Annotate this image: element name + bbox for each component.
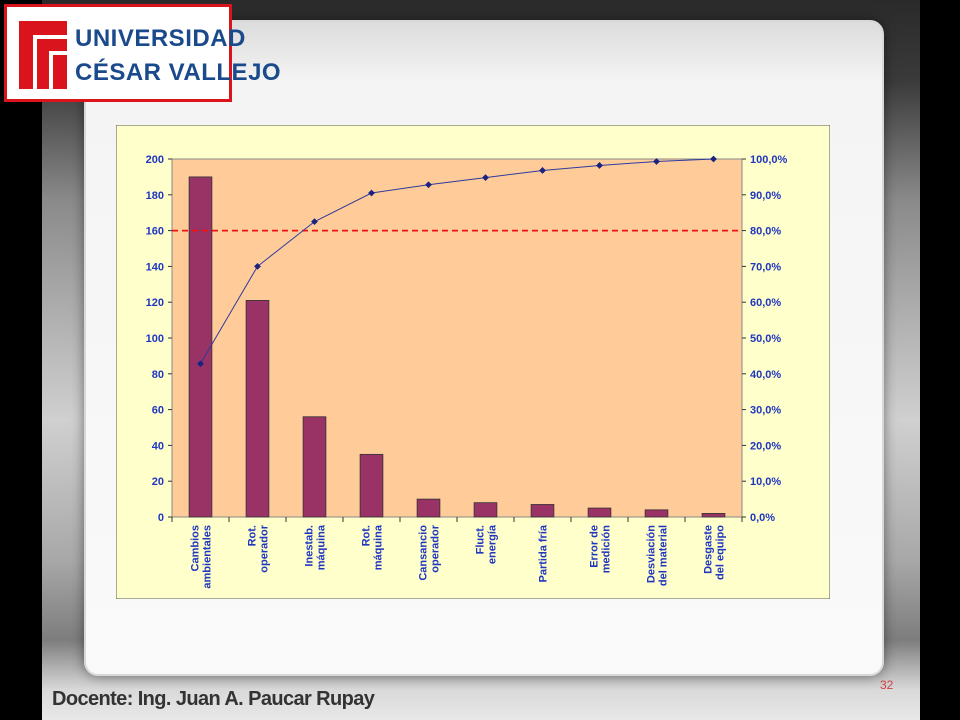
y-left-tick-label-8: 160 [146, 226, 164, 238]
cumulative-point-3 [368, 189, 375, 197]
y-left-tick-label-5: 100 [146, 333, 164, 345]
x-tick-label-7-line-0: Error de [589, 525, 601, 568]
y-right-tick-label-1: 10,0% [750, 476, 781, 488]
logo-text-line1: UNIVERSIDAD [75, 25, 246, 52]
bar-0 [188, 176, 213, 518]
bar-1 [245, 300, 270, 518]
slide-left-edge [0, 0, 42, 720]
x-tick-label-0: Cambios ambientales [190, 525, 214, 589]
bars-layer [188, 176, 726, 518]
y-left-tick-label-9: 180 [146, 190, 164, 202]
cumulative-point-4 [425, 181, 432, 189]
x-tick-label-5-line-0: Fluct. [475, 525, 487, 554]
x-tick-label-9-line-1: del equipo [715, 525, 727, 580]
x-tick-label-2-line-1: máquina [316, 524, 328, 570]
y-left-tick-label-0: 0 [158, 512, 164, 524]
cumulative-point-5 [482, 174, 489, 182]
bar-3 [359, 453, 384, 518]
y-right-tick-label-3: 30,0% [750, 405, 781, 417]
x-tick-label-5: Fluct. energía [475, 524, 499, 564]
x-tick-label-3-line-0: Rot. [361, 525, 373, 546]
y-right-tick-label-2: 20,0% [750, 440, 781, 452]
university-logo: UNIVERSIDAD CÉSAR VALLEJO [4, 4, 281, 102]
x-tick-label-2-line-0: Inestab. [304, 525, 316, 567]
cumulative-point-7 [596, 162, 603, 169]
x-tick-label-0-line-0: Cambios [190, 525, 202, 571]
x-tick-label-3-line-1: máquina [373, 524, 385, 570]
y-right-tick-label-0: 0,0% [750, 512, 775, 524]
y-left-tick-label-4: 80 [152, 369, 164, 381]
bar-4 [416, 498, 441, 518]
page-number: 32 [880, 678, 894, 692]
cumulative-point-8 [653, 158, 660, 165]
x-tick-label-9-line-0: Desgaste [703, 525, 715, 574]
y-left-tick-label-1: 20 [152, 476, 164, 488]
x-tick-label-1-line-0: Rot. [247, 525, 259, 546]
y-left-tick-label-10: 200 [146, 154, 164, 166]
axes-layer [168, 158, 746, 522]
cumulative-line [200, 158, 714, 365]
x-tick-label-1: Rot. operador [247, 524, 271, 572]
logo-text-line2: CÉSAR VALLEJO [75, 59, 282, 86]
bar-2 [302, 416, 327, 518]
tick-labels-layer: 0 20 40 60 80 100 120 140 160 180 200 0,0% 10,0% 20,0… [146, 154, 788, 589]
cumulative-point-6 [539, 167, 546, 174]
bar-7 [587, 507, 612, 518]
bar-9 [701, 513, 726, 518]
x-tick-label-4-line-1: operador [430, 524, 442, 572]
x-tick-label-8: Desviación del material [646, 525, 670, 586]
pareto-chart: 0 20 40 60 80 100 120 140 160 180 200 0,0% 10,0% 20,0… [116, 125, 830, 599]
cumulative-point-2 [311, 218, 318, 226]
y-right-tick-label-5: 50,0% [750, 333, 781, 345]
x-tick-label-9: Desgaste del equipo [703, 525, 727, 580]
x-tick-label-5-line-1: energía [487, 524, 499, 564]
y-right-tick-label-7: 70,0% [750, 261, 781, 273]
y-right-tick-label-4: 40,0% [750, 369, 781, 381]
y-right-tick-label-6: 60,0% [750, 297, 781, 309]
cumulative-point-9 [710, 155, 717, 163]
bar-6 [530, 504, 555, 518]
bar-5 [473, 502, 498, 518]
y-right-tick-label-10: 100,0% [750, 154, 788, 166]
y-left-tick-label-2: 40 [152, 440, 164, 452]
y-right-tick-label-9: 90,0% [750, 190, 781, 202]
y-left-tick-label-7: 140 [146, 261, 164, 273]
slide-right-edge [920, 0, 960, 720]
x-tick-label-7-line-1: medición [601, 525, 613, 574]
y-left-tick-label-6: 120 [146, 297, 164, 309]
x-tick-label-8-line-0: Desviación [646, 525, 658, 583]
x-tick-label-0-line-1: ambientales [202, 525, 214, 589]
y-right-tick-label-8: 80,0% [750, 226, 781, 238]
x-tick-label-2: Inestab. máquina [304, 524, 328, 570]
x-tick-label-1-line-1: operador [259, 524, 271, 572]
cumulative-point-1 [254, 263, 261, 270]
x-tick-label-8-line-1: del material [658, 525, 670, 586]
x-tick-label-6-line-0: Partida fría [538, 524, 550, 582]
x-tick-label-7: Error de medición [589, 525, 613, 574]
x-tick-label-6: Partida fría [538, 524, 550, 582]
y-left-tick-label-3: 60 [152, 405, 164, 417]
x-tick-label-4-line-0: Cansancio [418, 525, 430, 581]
x-tick-label-4: Cansancio operador [418, 524, 442, 580]
x-tick-label-3: Rot. máquina [361, 524, 385, 570]
instructor-label: Docente: Ing. Juan A. Paucar Rupay [52, 688, 375, 710]
bar-8 [644, 509, 669, 518]
logo-emblem-icon [19, 21, 67, 89]
